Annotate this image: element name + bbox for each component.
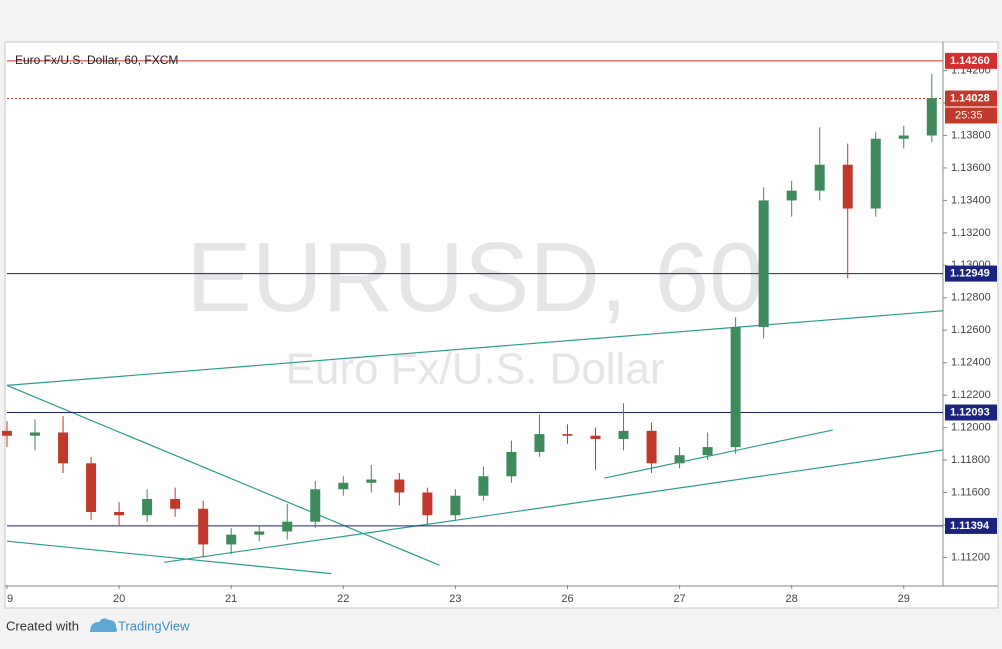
footer-text: Created with bbox=[6, 618, 79, 633]
candle-body bbox=[422, 492, 433, 516]
y-tick-label: 1.13600 bbox=[951, 162, 991, 174]
level-label: 1.14260 bbox=[950, 55, 990, 67]
y-tick-label: 1.11200 bbox=[951, 551, 990, 563]
watermark-symbol: EURUSD, 60 bbox=[186, 222, 763, 332]
candle-body bbox=[702, 447, 713, 456]
candle-body bbox=[870, 138, 881, 209]
candle-body bbox=[142, 498, 153, 516]
candle-body bbox=[282, 521, 293, 532]
candle-body bbox=[562, 434, 573, 436]
candle-body bbox=[2, 430, 12, 436]
level-label: 1.12949 bbox=[950, 267, 990, 279]
candle-body bbox=[506, 451, 517, 477]
y-tick-label: 1.12200 bbox=[951, 389, 991, 401]
x-tick-label: 29 bbox=[898, 593, 910, 605]
x-tick-label: 9 bbox=[7, 593, 13, 605]
x-tick-label: 23 bbox=[449, 593, 461, 605]
candle-body bbox=[590, 435, 601, 439]
plot-area bbox=[2, 60, 944, 575]
candle-body bbox=[730, 326, 741, 448]
candle-body bbox=[674, 455, 685, 464]
candle-body bbox=[898, 135, 909, 139]
x-tick-label: 28 bbox=[786, 593, 798, 605]
footer-logo bbox=[90, 618, 118, 632]
candle-body bbox=[30, 432, 41, 436]
footer: Created with TradingView bbox=[6, 618, 190, 633]
candle-body bbox=[646, 430, 657, 464]
y-tick-label: 1.13800 bbox=[951, 129, 991, 141]
y-tick-label: 1.12000 bbox=[951, 421, 991, 433]
level-label: 1.14028 bbox=[950, 92, 990, 104]
candle-body bbox=[842, 164, 853, 209]
top-bar bbox=[0, 0, 1002, 40]
level-label: 1.11394 bbox=[950, 520, 990, 532]
candle-body bbox=[926, 98, 937, 136]
candle-body bbox=[786, 190, 797, 201]
trendline bbox=[6, 540, 332, 575]
y-tick-label: 1.12800 bbox=[951, 292, 991, 304]
y-tick-label: 1.13200 bbox=[951, 227, 991, 239]
level-tag bbox=[945, 52, 997, 69]
candle-body bbox=[254, 531, 265, 535]
candle-body bbox=[226, 534, 237, 545]
trendline bbox=[604, 429, 833, 479]
candle-body bbox=[170, 498, 181, 509]
candle-body bbox=[534, 434, 545, 452]
chart-title: Euro Fx/U.S. Dollar, 60, FXCM bbox=[15, 53, 178, 67]
candle-body bbox=[450, 495, 461, 516]
candle-body bbox=[114, 511, 125, 516]
candle-body bbox=[758, 200, 769, 327]
x-tick-label: 27 bbox=[673, 593, 685, 605]
y-tick-label: 1.13400 bbox=[951, 194, 991, 206]
y-tick-label: 1.12600 bbox=[951, 324, 991, 336]
footer-brand[interactable]: TradingView bbox=[118, 618, 190, 633]
watermark-name: Euro Fx/U.S. Dollar bbox=[286, 345, 665, 394]
candle-body bbox=[338, 482, 349, 490]
candle-body bbox=[58, 432, 69, 464]
trendline bbox=[6, 310, 944, 386]
level-label: 1.12093 bbox=[950, 406, 990, 418]
x-tick-label: 20 bbox=[113, 593, 125, 605]
candle-body bbox=[478, 476, 489, 496]
trendline bbox=[164, 449, 943, 563]
trendline bbox=[6, 384, 440, 566]
candle-body bbox=[86, 463, 97, 512]
level-tag bbox=[945, 517, 997, 534]
candle-body bbox=[366, 479, 377, 483]
candle-body bbox=[618, 430, 629, 439]
y-tick-label: 1.12400 bbox=[951, 357, 991, 369]
candle-body bbox=[814, 164, 825, 191]
level-tag bbox=[945, 90, 997, 107]
x-tick-label: 26 bbox=[561, 593, 573, 605]
candle-body bbox=[198, 508, 209, 545]
x-tick-label: 22 bbox=[337, 593, 349, 605]
level-tag bbox=[945, 265, 997, 282]
y-tick-label: 1.11800 bbox=[951, 454, 990, 466]
x-tick-label: 21 bbox=[225, 593, 237, 605]
countdown-tag bbox=[945, 107, 997, 124]
y-tick-label: 1.11600 bbox=[951, 486, 990, 498]
candle-body bbox=[310, 489, 321, 522]
level-tag bbox=[945, 404, 997, 421]
candle-body bbox=[394, 479, 405, 493]
countdown-label: 25:35 bbox=[955, 109, 983, 121]
